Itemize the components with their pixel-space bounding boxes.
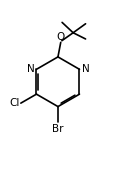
Text: N: N	[82, 64, 89, 74]
Text: N: N	[27, 64, 34, 74]
Text: O: O	[56, 32, 64, 42]
Text: Br: Br	[52, 124, 64, 134]
Text: Cl: Cl	[9, 98, 19, 108]
